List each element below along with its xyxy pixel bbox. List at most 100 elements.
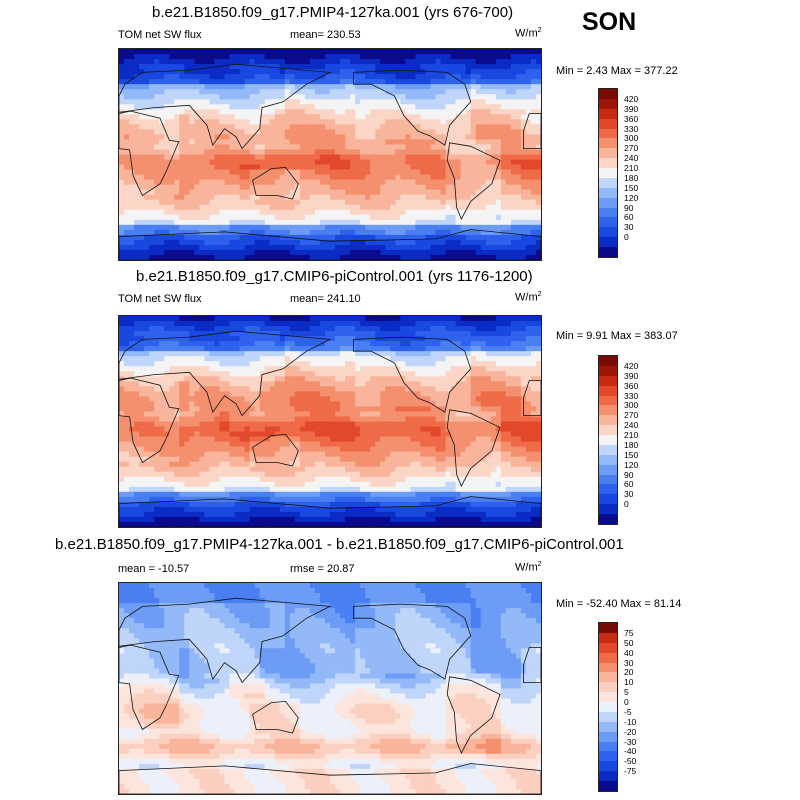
field-cell [134, 204, 140, 211]
field-cell [360, 179, 366, 186]
field-cell [229, 209, 235, 216]
field-cell [450, 129, 456, 135]
field-cell [385, 244, 391, 251]
field-cell [184, 381, 190, 387]
field-cell [390, 154, 396, 160]
field-cell [314, 124, 321, 130]
field-cell [510, 204, 517, 211]
field-cell [380, 109, 386, 115]
field-cell [219, 144, 225, 150]
field-cell [179, 254, 185, 260]
field-cell [274, 254, 281, 260]
field-cell [400, 79, 406, 85]
field-cell [149, 351, 155, 357]
field-cell [525, 69, 532, 75]
field-cell [485, 184, 492, 191]
field-cell [239, 331, 245, 337]
field-cell [314, 331, 321, 337]
field-cell [299, 224, 306, 231]
field-cell [249, 366, 256, 372]
field-cell [505, 104, 512, 110]
field-cell [239, 154, 245, 160]
field-cell [194, 204, 200, 211]
field-cell [500, 224, 507, 231]
field-cell [324, 316, 331, 322]
field-cell [289, 164, 296, 170]
field-cell [159, 189, 165, 196]
field-cell [405, 204, 411, 211]
field-cell [174, 326, 180, 332]
field-cell [445, 89, 451, 95]
field-cell [460, 194, 467, 201]
field-cell [380, 184, 386, 191]
field-cell [184, 249, 190, 256]
field-cell [530, 376, 537, 382]
field-cell [229, 124, 235, 130]
field-cell [254, 124, 261, 130]
field-cell [485, 254, 492, 260]
field-cell [390, 386, 396, 392]
field-cell [279, 239, 286, 246]
field-cell [289, 366, 296, 372]
field-cell [455, 129, 462, 135]
field-cell [415, 194, 421, 201]
field-cell [335, 69, 341, 75]
field-cell [450, 199, 456, 206]
field-cell [375, 49, 381, 55]
field-cell [179, 59, 185, 65]
field-cell [475, 224, 482, 231]
field-cell [420, 326, 426, 332]
field-cell [239, 341, 245, 347]
field-cell [425, 159, 431, 165]
field-cell [274, 169, 281, 175]
field-cell [475, 169, 482, 175]
field-cell [345, 139, 351, 145]
field-cell [169, 336, 175, 342]
field-cell [174, 169, 180, 175]
field-cell [289, 331, 296, 337]
field-cell [485, 169, 492, 175]
field-cell [415, 326, 421, 332]
field-cell [465, 69, 472, 75]
field-cell [520, 109, 527, 115]
field-cell [314, 79, 321, 85]
field-cell [430, 94, 436, 100]
field-cell [244, 224, 251, 231]
field-cell [139, 351, 145, 357]
field-cell [435, 376, 441, 382]
field-cell [174, 229, 180, 236]
field-cell [139, 54, 145, 60]
field-cell [244, 366, 251, 372]
field-cell [319, 234, 326, 241]
field-cell [365, 351, 371, 357]
field-cell [345, 64, 351, 70]
field-cell [279, 189, 286, 196]
field-cell [465, 224, 472, 231]
field-cell [304, 129, 311, 135]
field-cell [119, 326, 125, 332]
field-cell [224, 59, 230, 65]
field-cell [314, 84, 321, 90]
field-cell [249, 184, 256, 191]
field-cell [194, 134, 200, 140]
field-cell [259, 351, 266, 357]
field-cell [480, 391, 487, 397]
field-cell [500, 209, 507, 216]
field-cell [485, 109, 492, 115]
field-cell [400, 224, 406, 231]
field-cell [460, 351, 467, 357]
field-cell [299, 54, 306, 60]
field-cell [480, 79, 487, 85]
field-cell [490, 321, 497, 327]
field-cell [405, 224, 411, 231]
field-cell [234, 74, 240, 80]
field-cell [159, 356, 165, 362]
field-cell [314, 184, 321, 191]
field-cell [490, 249, 497, 256]
field-cell [194, 386, 200, 392]
field-cell [159, 54, 165, 60]
field-cell [340, 336, 346, 342]
field-cell [309, 351, 316, 357]
field-cell [500, 94, 507, 100]
field-cell [174, 139, 180, 145]
